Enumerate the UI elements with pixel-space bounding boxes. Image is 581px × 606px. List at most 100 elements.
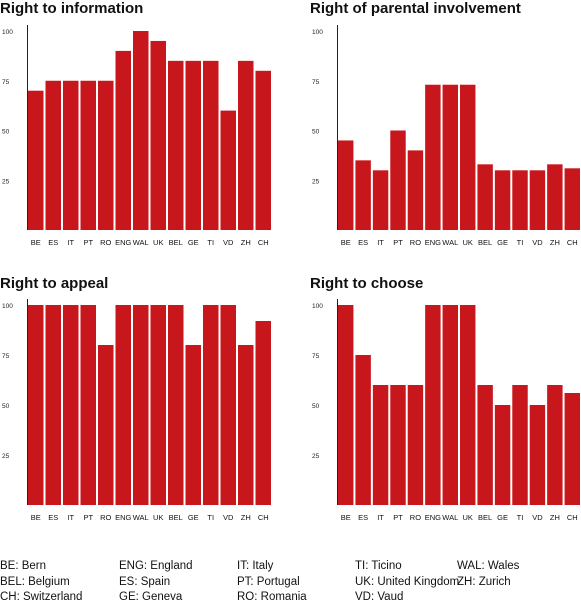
bar: [390, 130, 406, 230]
y-tick-label: 100: [2, 303, 13, 310]
x-tick-label: UK: [153, 513, 163, 522]
y-tick-label: 25: [312, 178, 320, 185]
y-tick-label: 100: [312, 303, 323, 310]
x-tick-label: ES: [358, 238, 368, 247]
chart-title: Right to information: [0, 0, 143, 17]
x-tick-label: GE: [497, 513, 508, 522]
bar: [547, 385, 563, 505]
chart-panel-1: Right to information 25 50 75 100 BE ES IT PT RO E…: [0, 0, 271, 247]
legend-column-4: TI: Ticino UK: United Kingdom VD: Vaud: [355, 559, 459, 606]
x-tick-label: ENG: [425, 513, 441, 522]
x-tick-label: WAL: [133, 238, 149, 247]
x-tick-label: BEL: [478, 238, 492, 247]
x-tick-label: TI: [517, 238, 524, 247]
y-tick-label: 25: [312, 453, 320, 460]
y-tick-label: 25: [2, 453, 10, 460]
x-tick-label: UK: [462, 238, 472, 247]
x-tick-label: BE: [341, 238, 351, 247]
y-tick-label: 100: [312, 29, 323, 36]
bar: [45, 80, 61, 230]
x-tick-label: ZH: [550, 513, 560, 522]
x-tick-label: PT: [393, 238, 403, 247]
x-tick-label: RO: [100, 238, 111, 247]
bar: [338, 305, 354, 505]
x-tick-label: WAL: [442, 513, 458, 522]
bar: [150, 305, 166, 505]
x-tick-label: BE: [31, 513, 41, 522]
x-tick-label: BE: [31, 238, 41, 247]
legend-entry: ENG: England: [119, 560, 193, 572]
bar: [529, 405, 546, 505]
y-tick-label: 50: [2, 129, 10, 136]
bar: [477, 385, 493, 505]
bar: [185, 60, 201, 230]
legend-entry: UK: United Kingdom: [355, 575, 460, 588]
bar: [512, 385, 528, 505]
x-tick-label: BEL: [478, 513, 492, 522]
bar: [407, 150, 424, 230]
x-tick-label: BEL: [169, 238, 183, 247]
bar: [355, 355, 371, 505]
legend-entry: ES: Spain: [119, 575, 171, 588]
chart-title: Right to appeal: [0, 275, 108, 292]
bar: [494, 170, 511, 230]
bar: [238, 60, 254, 230]
x-tick-label: UK: [153, 238, 163, 247]
x-tick-label: CH: [258, 513, 269, 522]
bar: [425, 84, 441, 230]
bar: [150, 40, 166, 231]
legend-entry: BE: Bern: [0, 560, 47, 572]
bar: [564, 168, 580, 230]
bar: [133, 305, 149, 505]
y-tick-label: 75: [2, 79, 10, 86]
bar: [564, 393, 580, 505]
legend-column-5: WAL: Wales ZH: Zurich: [457, 559, 519, 590]
y-tick-label: 75: [312, 353, 320, 360]
legend-entry: VD: Vaud: [355, 591, 404, 603]
bar: [98, 80, 114, 230]
bar: [529, 170, 546, 230]
x-tick-label: ES: [48, 513, 58, 522]
bar: [98, 345, 114, 505]
x-tick-label: ZH: [241, 513, 251, 522]
bar: [425, 305, 441, 505]
y-tick-label: 75: [312, 79, 320, 86]
bar: [63, 80, 79, 230]
bar: [115, 50, 131, 231]
bar: [238, 345, 254, 505]
x-tick-label: VD: [223, 238, 234, 247]
legend-entry: CH: Switzerland: [0, 591, 83, 603]
bar: [63, 305, 79, 505]
x-tick-label: CH: [567, 513, 578, 522]
bar: [203, 305, 219, 505]
y-tick-label: 50: [312, 403, 320, 410]
bar: [255, 321, 271, 505]
legend-column-3: IT: Italy PT: Portugal RO: Romania: [237, 559, 307, 606]
bar: [220, 305, 236, 505]
chart-panel-2: Right of parental involvement 25 50 75 100 BE…: [310, 0, 580, 247]
bar: [512, 170, 528, 230]
bar: [168, 305, 184, 505]
x-tick-label: GE: [497, 238, 508, 247]
bar: [547, 164, 563, 230]
x-tick-label: IT: [377, 238, 384, 247]
y-tick-label: 50: [2, 403, 10, 410]
bar: [28, 90, 44, 230]
x-tick-label: ZH: [241, 238, 251, 247]
x-tick-label: TI: [207, 513, 214, 522]
chart-panel-3: Right to appeal 25 50 75 100 BE ES IT PT RO ENG WAL…: [0, 275, 271, 522]
x-tick-label: VD: [532, 513, 543, 522]
legend-entry: BEL: Belgium: [0, 575, 70, 588]
y-tick-label: 50: [312, 129, 320, 136]
x-tick-label: CH: [567, 238, 578, 247]
x-tick-label: ES: [358, 513, 368, 522]
bar: [133, 31, 149, 230]
x-tick-label: ZH: [550, 238, 560, 247]
y-tick-label: 25: [2, 178, 10, 185]
chart-panel-4: Right to choose 25 50 75 100 BE ES IT PT RO ENG WAL…: [310, 275, 580, 522]
x-tick-label: RO: [410, 238, 421, 247]
bar: [220, 110, 236, 230]
bar: [28, 305, 44, 505]
x-tick-label: ENG: [425, 238, 441, 247]
x-tick-label: BE: [341, 513, 351, 522]
